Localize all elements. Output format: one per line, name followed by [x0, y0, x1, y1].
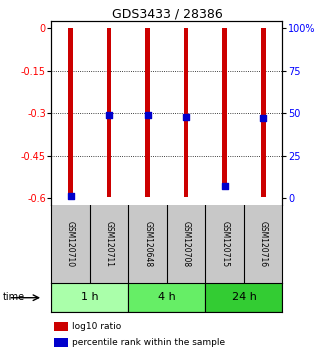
Title: GDS3433 / 28386: GDS3433 / 28386 — [111, 7, 222, 20]
Text: GSM120715: GSM120715 — [220, 221, 229, 267]
Point — [68, 193, 73, 199]
Bar — [222, 28, 227, 190]
Text: time: time — [3, 292, 25, 302]
Bar — [68, 28, 73, 197]
Point — [222, 183, 227, 189]
Text: GSM120710: GSM120710 — [66, 221, 75, 267]
Bar — [54, 322, 67, 331]
Text: percentile rank within the sample: percentile rank within the sample — [72, 338, 225, 347]
Bar — [184, 28, 188, 197]
Bar — [145, 28, 150, 197]
Text: 1 h: 1 h — [81, 292, 99, 302]
Text: 4 h: 4 h — [158, 292, 176, 302]
Bar — [128, 283, 205, 312]
Bar — [205, 283, 282, 312]
Text: GSM120708: GSM120708 — [182, 221, 191, 267]
Bar — [107, 28, 111, 197]
Point — [184, 114, 189, 120]
Text: log10 ratio: log10 ratio — [72, 322, 121, 331]
Text: GSM120711: GSM120711 — [105, 221, 114, 267]
Point — [107, 112, 112, 118]
Text: GSM120648: GSM120648 — [143, 221, 152, 267]
Bar — [51, 283, 128, 312]
Point — [145, 112, 150, 118]
Text: GSM120716: GSM120716 — [259, 221, 268, 267]
Bar — [261, 28, 265, 197]
Text: 24 h: 24 h — [231, 292, 256, 302]
Bar — [54, 338, 67, 347]
Point — [261, 115, 266, 121]
